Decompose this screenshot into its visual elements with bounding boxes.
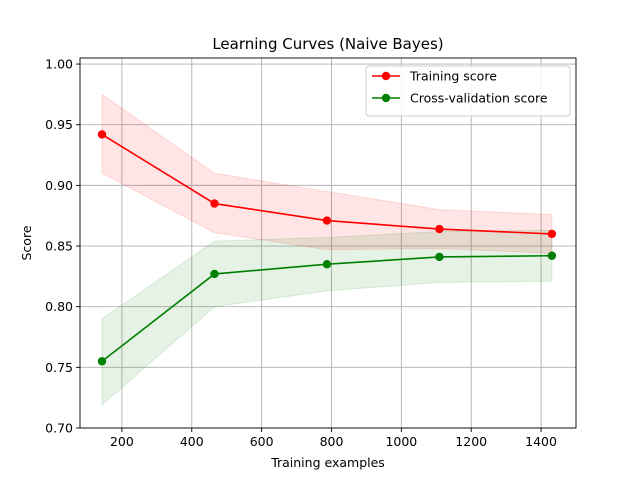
y-axis-label: Score — [19, 225, 34, 260]
y-tick-label: 0.70 — [45, 421, 73, 436]
axes-frame — [79, 57, 577, 429]
x-tick-label: 400 — [180, 434, 204, 449]
cross-validation-score-point — [435, 252, 444, 262]
x-tick-label: 1200 — [455, 434, 487, 449]
x-tick-label: 200 — [110, 434, 134, 449]
x-tick-label: 600 — [250, 434, 274, 449]
x-axis-label: Training examples — [270, 455, 385, 470]
legend-marker-training-score — [381, 71, 391, 81]
cross-validation-score-point — [547, 251, 557, 260]
x-tick-label: 1400 — [525, 434, 557, 449]
training-score-point — [322, 216, 332, 225]
y-tick-label: 1.00 — [45, 57, 73, 72]
y-tick-label: 0.75 — [45, 360, 73, 375]
legend-label-training-score: Training score — [409, 69, 497, 84]
cross-validation-score-point — [322, 260, 332, 269]
chart-title: Learning Curves (Naive Bayes) — [212, 35, 443, 53]
legend: Training score Cross-validation score — [365, 65, 571, 117]
legend-marker-cross-validation-score — [381, 93, 391, 103]
y-tick-label: 0.90 — [45, 178, 73, 193]
data-points — [97, 130, 557, 366]
training-score-point — [435, 224, 444, 234]
x-tick-label: 1000 — [385, 434, 417, 449]
y-tick-label: 0.80 — [45, 299, 73, 314]
x-axis-ticks: 200 400 600 800 1000 1200 1400 — [110, 428, 557, 449]
cross-validation-score-point — [210, 269, 219, 279]
y-tick-label: 0.85 — [45, 239, 73, 254]
training-score-point — [97, 130, 107, 139]
x-tick-label: 800 — [320, 434, 344, 449]
legend-label-cross-validation-score: Cross-validation score — [410, 91, 548, 106]
training-score-point — [210, 199, 219, 208]
legend-box — [365, 65, 571, 117]
training-score-point — [547, 229, 557, 239]
y-axis-ticks: 0.70 0.75 0.80 0.85 0.90 0.95 1.00 — [45, 57, 80, 436]
cross-validation-score-point — [97, 357, 107, 366]
y-tick-label: 0.95 — [45, 117, 73, 132]
